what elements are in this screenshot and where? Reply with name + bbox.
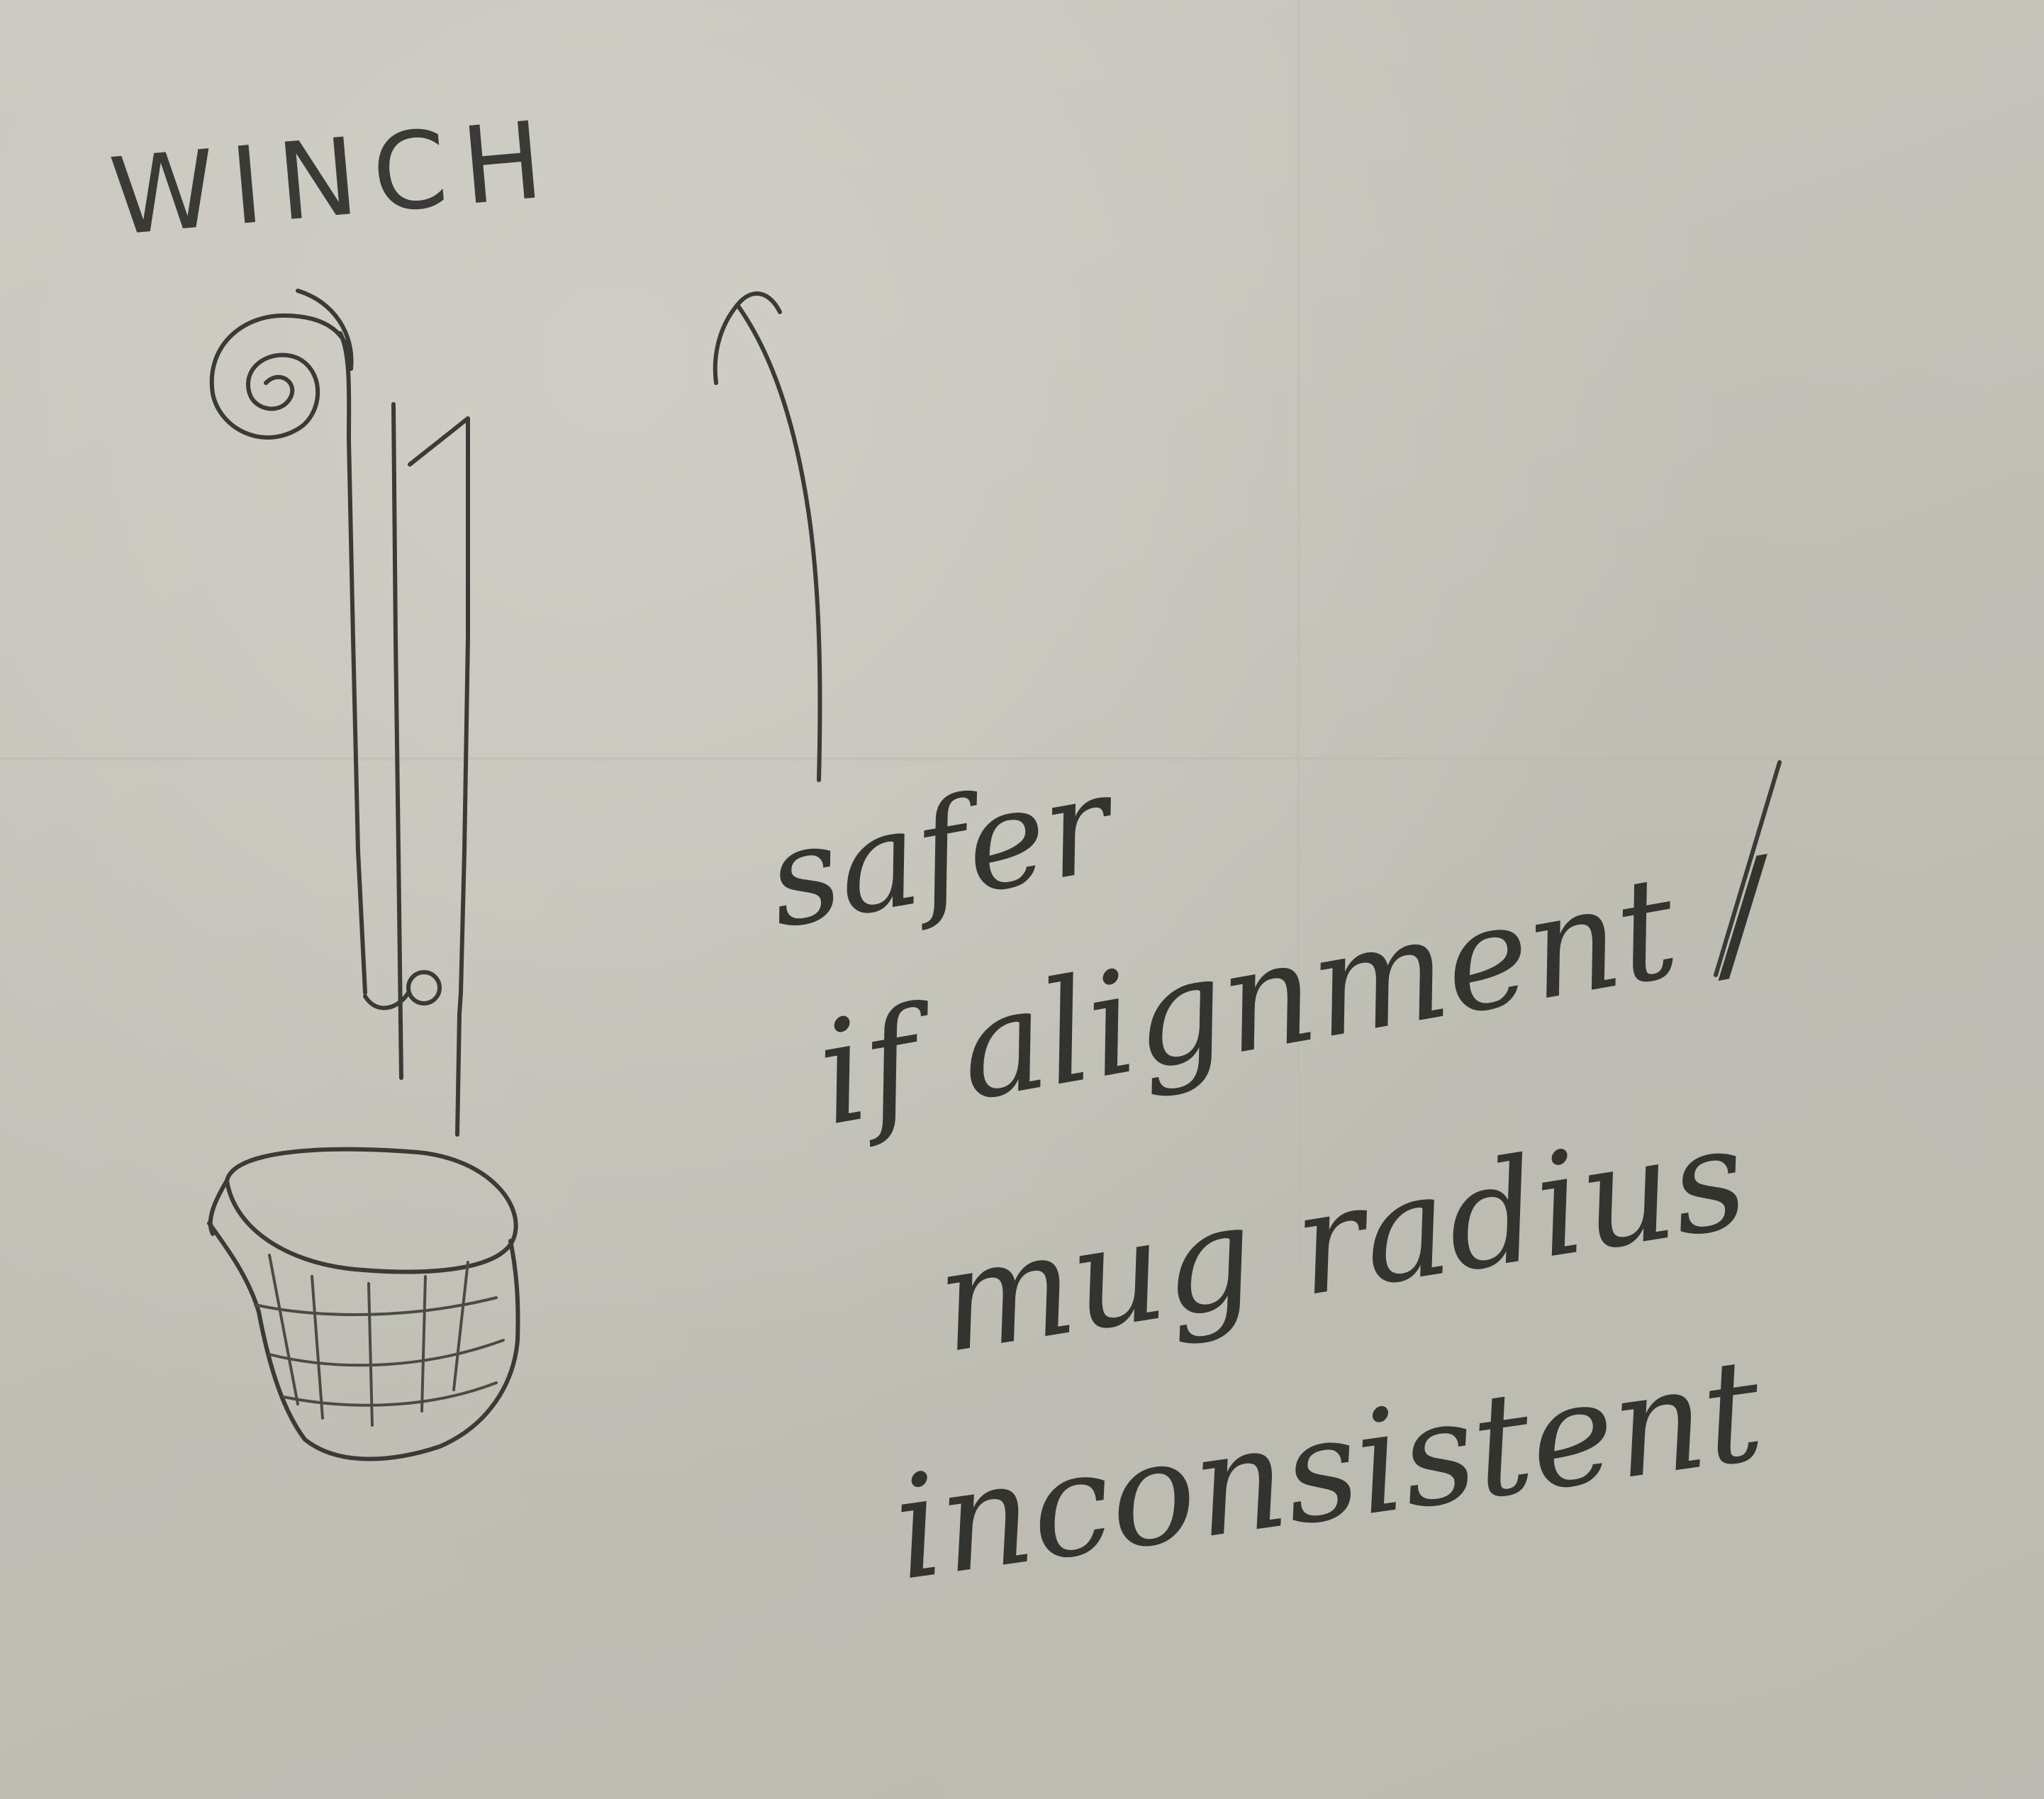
rail-left [391, 402, 403, 1080]
rail-right [408, 416, 470, 995]
spiral-winch-icon [209, 289, 354, 440]
up-arrow-icon [713, 291, 822, 782]
rope-left [338, 331, 367, 995]
slash-mark [1714, 760, 1782, 977]
mug-basket-icon [207, 1147, 520, 1461]
pulley-icon [363, 970, 463, 1137]
paper-fold-horizontal [0, 757, 2044, 762]
paper-fold-vertical [1297, 0, 1302, 1799]
